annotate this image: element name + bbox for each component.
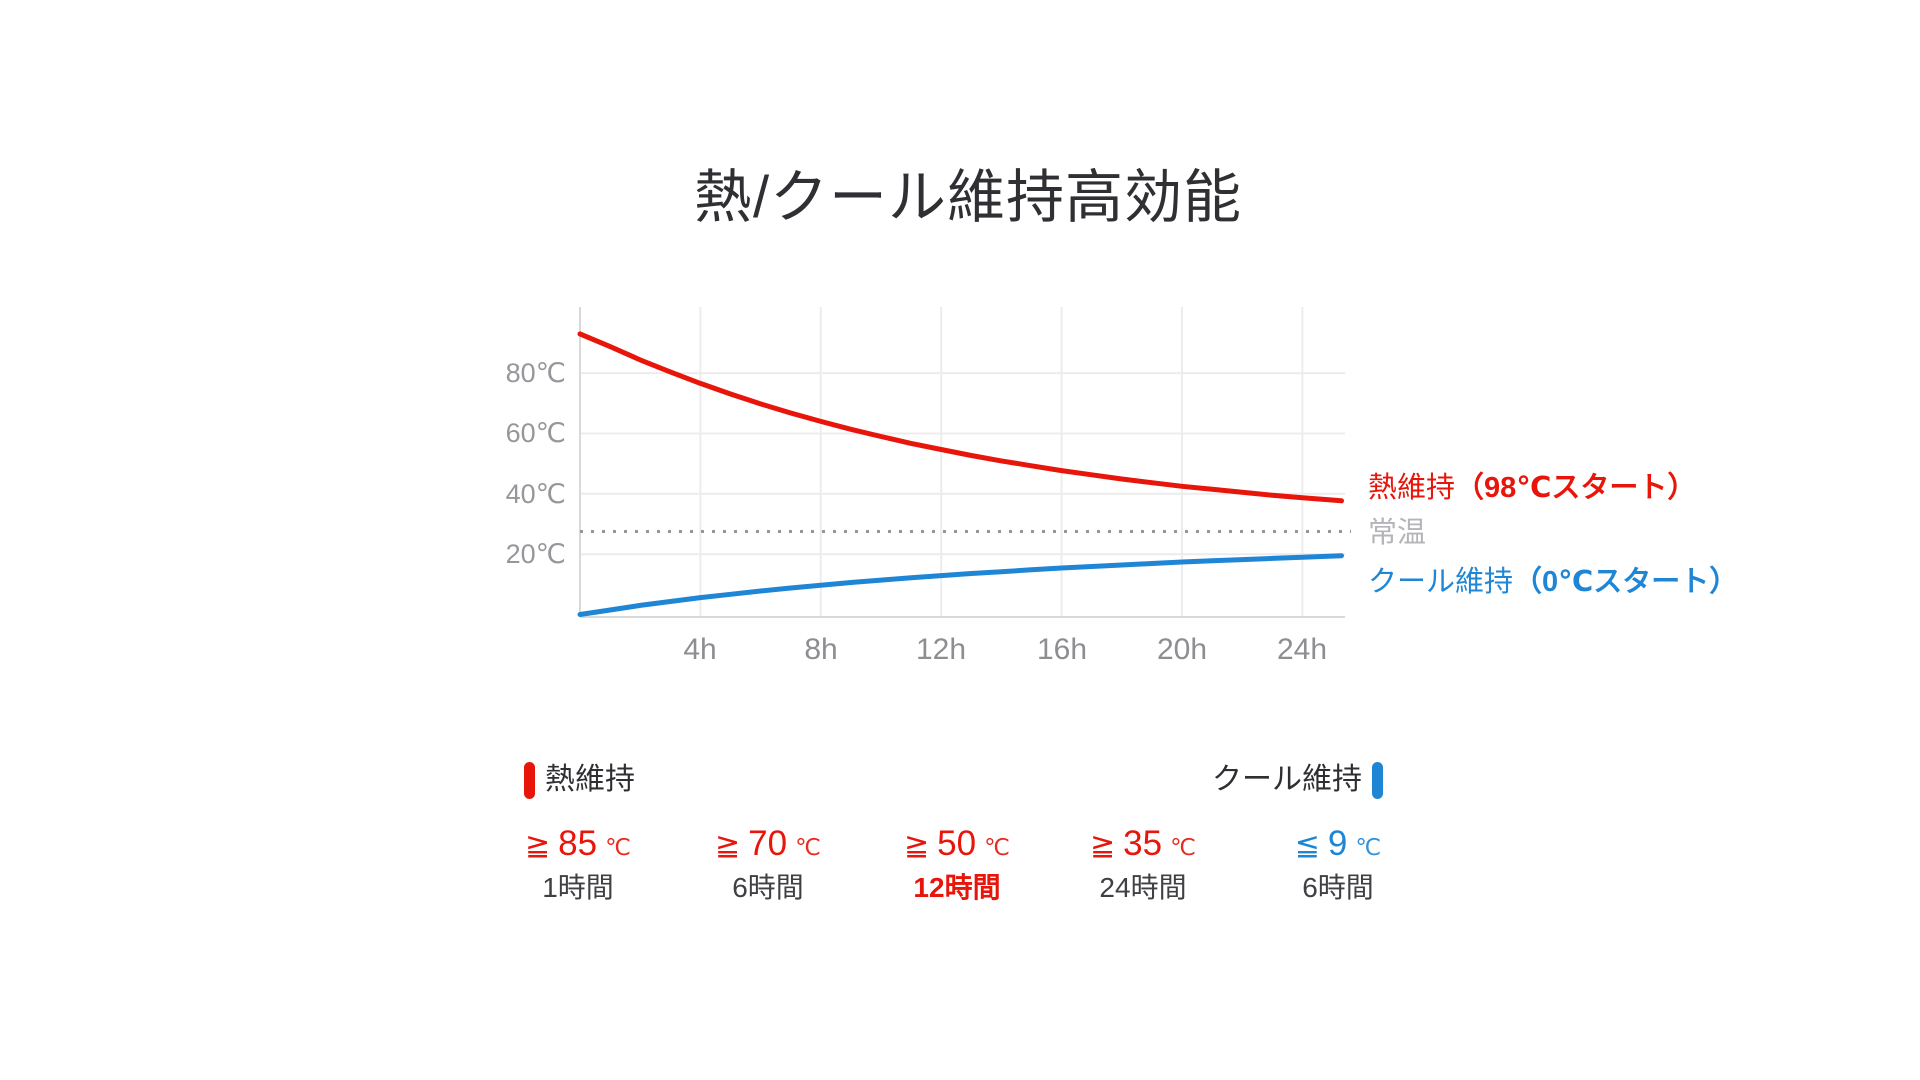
stat-item-hot-1: ≧ 70 ℃ 6時間 [658, 824, 878, 905]
y-tick-label: 20℃ [505, 539, 566, 569]
legend-cool-label: クール維持 [1212, 763, 1362, 796]
stat-item-hot-2: ≧ 50 ℃ 12時間 [847, 824, 1067, 905]
x-tick-label: 12h [915, 633, 967, 666]
stat-temperature: ≧ 85 ℃ [468, 824, 688, 866]
stat-duration: 24時間 [1099, 872, 1187, 903]
comparison-symbol: ≧ [1090, 829, 1116, 862]
legend-hot-label: 熱維持 [545, 763, 635, 796]
stat-temperature: ≦ 9 ℃ [1228, 824, 1448, 866]
stat-temperature: ≧ 50 ℃ [847, 824, 1067, 866]
series-label-cool-name: クール維持 [1368, 566, 1514, 598]
series-label-cool-detail: （0℃スタート） [1513, 566, 1739, 598]
stat-duration: 6時間 [1302, 872, 1374, 903]
stat-temperature: ≧ 70 ℃ [658, 824, 878, 866]
series-label-hot-detail: （98℃スタート） [1455, 472, 1697, 504]
temperature-unit: ℃ [605, 834, 631, 860]
temperature-value: 9 [1327, 824, 1348, 863]
x-tick-label: 8h [804, 633, 838, 666]
temperature-value: 85 [558, 824, 598, 863]
comparison-symbol: ≧ [525, 829, 551, 862]
y-tick-label: 60℃ [505, 418, 566, 448]
page-title: 熱/クール維持高効能 [693, 165, 1243, 230]
x-tick-label: 20h [1156, 633, 1208, 666]
reference-line-label: 常温 [1368, 517, 1427, 549]
x-tick-label: 16h [1036, 633, 1088, 666]
y-tick-label: 40℃ [505, 479, 566, 509]
stat-item-hot-0: ≧ 85 ℃ 1時間 [468, 824, 688, 905]
stat-item-cool-4: ≦ 9 ℃ 6時間 [1228, 824, 1448, 905]
y-tick-label: 80℃ [505, 358, 566, 388]
temperature-unit: ℃ [1355, 834, 1382, 860]
cool-series-line [577, 553, 1344, 617]
series-label-cool: クール維持（0℃スタート） [1368, 562, 1738, 602]
x-tick-label: 24h [1276, 633, 1328, 666]
stat-duration: 6時間 [732, 872, 804, 903]
temperature-value: 70 [748, 824, 788, 863]
comparison-symbol: ≧ [715, 829, 741, 862]
series-label-hot: 熱維持（98℃スタート） [1368, 468, 1696, 508]
x-tick-label: 4h [683, 633, 717, 666]
line-chart-plot [577, 307, 1351, 618]
stat-temperature: ≧ 35 ℃ [1033, 824, 1253, 866]
temperature-unit: ℃ [984, 834, 1010, 860]
series-label-hot-name: 熱維持 [1368, 472, 1456, 504]
temperature-unit: ℃ [1170, 834, 1196, 860]
hot-legend-bar-icon [524, 761, 535, 799]
stat-duration: 12時間 [913, 872, 1001, 903]
comparison-symbol: ≧ [904, 829, 930, 862]
hot-series-line [577, 331, 1344, 504]
temperature-value: 50 [937, 824, 977, 863]
temperature-value: 35 [1123, 824, 1163, 863]
comparison-symbol: ≦ [1294, 829, 1320, 862]
legend-hot: 熱維持 [524, 761, 635, 799]
temperature-unit: ℃ [795, 834, 821, 860]
legend-cool: クール維持 [1212, 761, 1383, 799]
stat-item-hot-3: ≧ 35 ℃ 24時間 [1033, 824, 1253, 905]
cool-legend-bar-icon [1372, 761, 1383, 799]
stat-duration: 1時間 [542, 872, 614, 903]
